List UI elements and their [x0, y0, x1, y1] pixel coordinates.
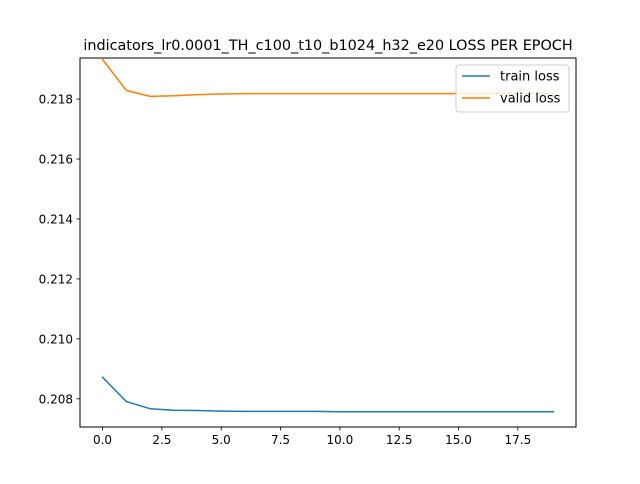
legend-label-train-loss: train loss — [500, 70, 560, 85]
legend: train loss valid loss — [455, 64, 570, 113]
x-tick-label: 17.5 — [504, 433, 531, 447]
x-tick-label: 0.0 — [93, 433, 112, 447]
x-tick-label: 10.0 — [327, 433, 354, 447]
y-tick-label: 0.208 — [39, 392, 73, 406]
y-tick-label: 0.214 — [39, 212, 73, 226]
chart-title: indicators_lr0.0001_TH_c100_t10_b1024_h3… — [83, 38, 572, 54]
x-tick-label: 5.0 — [212, 433, 231, 447]
x-tick-label: 7.5 — [271, 433, 290, 447]
series-line-train-loss — [101, 376, 555, 413]
plot-area-frame — [79, 57, 577, 428]
x-tick-label: 12.5 — [386, 433, 413, 447]
y-tick-label: 0.216 — [39, 153, 73, 167]
x-tick-label: 2.5 — [152, 433, 171, 447]
x-tick-label: 15.0 — [445, 433, 472, 447]
y-axis: 0.208 0.210 0.212 0.214 0.216 0.218 — [39, 93, 80, 406]
y-tick-label: 0.210 — [39, 332, 73, 346]
y-tick-label: 0.212 — [39, 272, 73, 286]
legend-label-valid-loss: valid loss — [500, 92, 561, 107]
y-tick-label: 0.218 — [39, 93, 73, 107]
x-axis: 0.0 2.5 5.0 7.5 10.0 12.5 15.0 17.5 — [93, 427, 531, 447]
